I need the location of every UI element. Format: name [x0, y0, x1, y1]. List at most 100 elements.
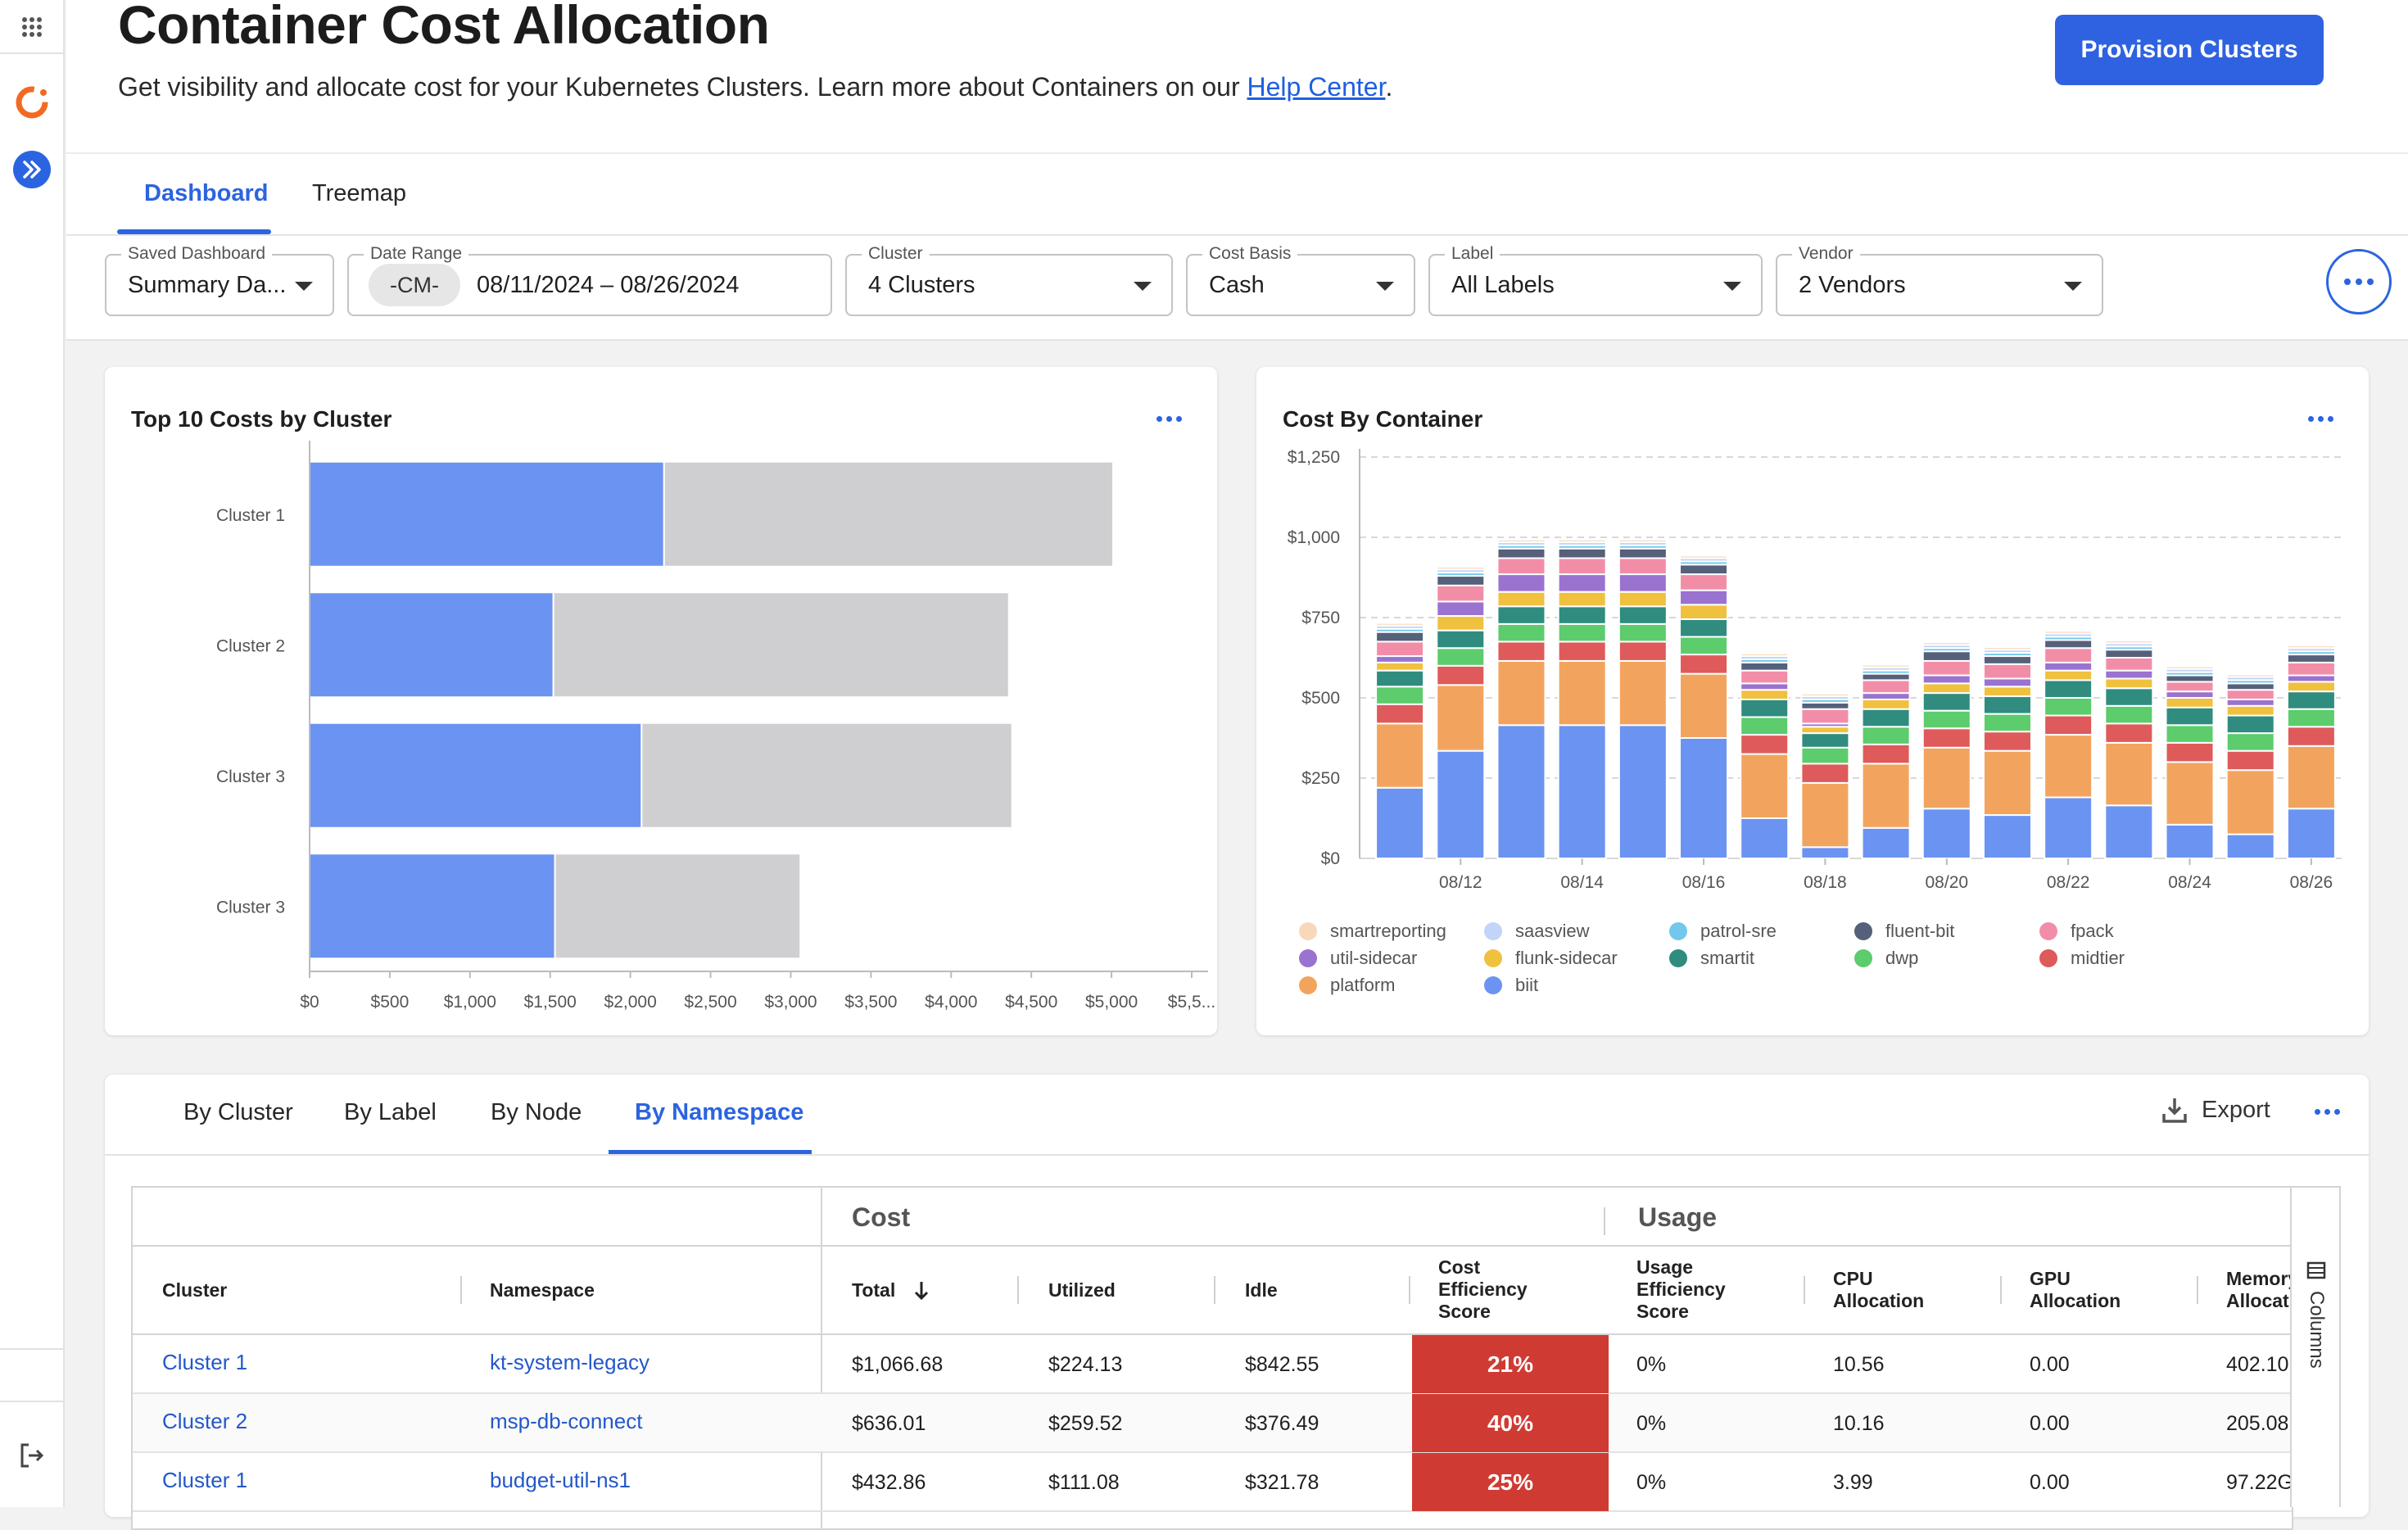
cluster-label: Cluster [862, 244, 930, 264]
bar-segment [1496, 557, 1546, 576]
bar-segment [2104, 687, 2154, 707]
subtitle-text: Get visibility and allocate cost for you… [118, 72, 1247, 102]
header-memory-allocation[interactable]: Memory Allocation [2226, 1268, 2292, 1312]
expand-nav-icon[interactable] [11, 149, 52, 190]
table-row[interactable]: Cluster 1 kt-system-legacy $1,066.68 $22… [133, 1335, 2292, 1394]
bar-segment [1861, 763, 1911, 829]
bar-segment [1921, 650, 1971, 662]
date-range-value: 08/11/2024 – 08/26/2024 [477, 272, 740, 298]
bar-segment [1861, 692, 1911, 700]
legend-item[interactable]: util-sidecar [1299, 948, 1484, 969]
legend-item[interactable]: fluent-bit [1854, 921, 2039, 942]
date-range-picker[interactable]: Date Range -CM- 08/11/2024 – 08/26/2024 [347, 244, 832, 316]
logout-icon[interactable] [11, 1435, 52, 1476]
x-tick-label: $5,5... [1168, 993, 1215, 1012]
legend-swatch [1299, 949, 1317, 967]
columns-panel-toggle[interactable] [2290, 1186, 2341, 1507]
saved-dashboard-value: Summary Da... [128, 272, 287, 298]
legend-item[interactable]: smartit [1669, 948, 1854, 969]
header-usage-efficiency[interactable]: Usage Efficiency Score [1636, 1256, 1726, 1323]
tab-by-cluster[interactable]: By Cluster [183, 1099, 293, 1125]
header-cluster[interactable]: Cluster [162, 1279, 228, 1301]
cpu-allocation: 3.99 [1833, 1471, 1873, 1494]
legend-item[interactable]: fpack [2039, 921, 2225, 942]
cost-basis-label: Cost Basis [1202, 244, 1298, 264]
tab-by-node[interactable]: By Node [491, 1099, 582, 1125]
bar-segment [2044, 796, 2093, 860]
top-costs-menu-icon[interactable] [1156, 416, 1182, 422]
namespace-link[interactable]: kt-system-legacy [490, 1350, 650, 1374]
namespace-link[interactable]: msp-db-connect [490, 1409, 643, 1433]
bar-segment [2165, 697, 2215, 708]
bar-segment [1740, 716, 1790, 736]
tab-treemap[interactable]: Treemap [312, 180, 406, 206]
bar-segment [2044, 669, 2093, 681]
cost-by-container-menu-icon[interactable] [2308, 416, 2333, 422]
provision-clusters-button[interactable]: Provision Clusters [2055, 15, 2324, 85]
bar-segment [1740, 734, 1790, 755]
legend-item[interactable]: smartreporting [1299, 921, 1484, 942]
namespace-link[interactable]: budget-util-ns1 [490, 1468, 631, 1492]
header-gpu-allocation[interactable]: GPU Allocation [2030, 1268, 2121, 1312]
legend-item[interactable]: platform [1299, 975, 1484, 996]
bar-segment [2286, 661, 2336, 677]
header-idle[interactable]: Idle [1245, 1279, 1278, 1301]
legend-item[interactable]: dwp [1854, 948, 2039, 969]
bar-segment [1679, 589, 1729, 606]
legend-label: fpack [2071, 921, 2114, 941]
bar-segment [1496, 641, 1546, 662]
header-utilized[interactable]: Utilized [1048, 1279, 1116, 1301]
x-tick-label: 08/24 [2168, 873, 2211, 892]
table-row[interactable]: Cluster 2 msp-db-connect $636.01 $259.52… [133, 1394, 2292, 1453]
table-row[interactable]: Cluster 1 budget-util-ns1 $432.86 $111.0… [133, 1453, 2292, 1512]
gpu-allocation: 0.00 [2030, 1353, 2070, 1376]
tab-by-namespace[interactable]: By Namespace [635, 1099, 804, 1125]
legend-item[interactable]: midtier [2039, 948, 2225, 969]
legend-item[interactable]: saasview [1484, 921, 1669, 942]
bar-segment [1436, 684, 1486, 752]
cost-group-label: Cost [852, 1202, 911, 1232]
bar-segment [2225, 732, 2275, 752]
saved-dashboard-select[interactable]: Saved Dashboard Summary Da... [105, 244, 334, 316]
bar-segment [2044, 647, 2093, 663]
bar-segment [2286, 808, 2336, 859]
help-center-link[interactable]: Help Center [1247, 72, 1386, 102]
bar-segment [1982, 749, 2032, 817]
x-tick-label: $1,000 [444, 993, 496, 1012]
cluster-value: 4 Clusters [868, 272, 975, 298]
legend-item[interactable]: patrol-sre [1669, 921, 1854, 942]
export-button[interactable]: Export [2161, 1096, 2270, 1124]
vendor-select[interactable]: Vendor 2 Vendors [1776, 244, 2103, 316]
header-total[interactable]: Total [852, 1279, 930, 1301]
cost-efficiency-score: 25% [1412, 1453, 1609, 1511]
header-cost-efficiency[interactable]: Cost Efficiency Score [1438, 1256, 1528, 1323]
label-select[interactable]: Label All Labels [1428, 244, 1763, 316]
bar-segment [2044, 714, 2093, 736]
cluster-select[interactable]: Cluster 4 Clusters [845, 244, 1173, 316]
more-options-button[interactable] [2326, 249, 2392, 315]
columns-icon [2306, 1261, 2326, 1279]
x-tick-label: 08/20 [1926, 873, 1969, 892]
header-line: Score [1636, 1301, 1689, 1322]
x-tick-label: $3,000 [764, 993, 817, 1012]
column-group-row: Cost Usage [133, 1188, 2292, 1247]
gpu-allocation: 0.00 [2030, 1412, 2070, 1435]
cluster-link[interactable]: Cluster 1 [162, 1350, 248, 1374]
legend-item[interactable]: flunk-sidecar [1484, 948, 1669, 969]
legend-item[interactable]: biit [1484, 975, 1669, 996]
app-grid-icon[interactable] [11, 7, 52, 48]
bar-segment [1496, 547, 1546, 559]
cluster-link[interactable]: Cluster 2 [162, 1409, 248, 1433]
page-subtitle: Get visibility and allocate cost for you… [118, 72, 1392, 102]
bar-segment [1982, 695, 2032, 715]
header-namespace[interactable]: Namespace [490, 1279, 595, 1301]
bar-segment [2044, 697, 2093, 717]
table-menu-icon[interactable] [2315, 1109, 2340, 1115]
tab-by-label[interactable]: By Label [344, 1099, 437, 1125]
cost-basis-select[interactable]: Cost Basis Cash [1186, 244, 1415, 316]
cluster-link[interactable]: Cluster 1 [162, 1468, 248, 1492]
bar-segment [2225, 689, 2275, 700]
tab-dashboard[interactable]: Dashboard [144, 180, 269, 206]
date-preset-chip[interactable]: -CM- [369, 264, 460, 306]
header-cpu-allocation[interactable]: CPU Allocation [1833, 1268, 1924, 1312]
